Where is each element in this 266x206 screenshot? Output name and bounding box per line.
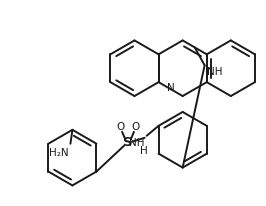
Text: O: O bbox=[132, 122, 140, 132]
Text: H: H bbox=[140, 146, 148, 156]
Text: NH: NH bbox=[207, 67, 222, 77]
Text: H₂N: H₂N bbox=[49, 148, 68, 158]
Text: S: S bbox=[123, 136, 133, 149]
Text: NH: NH bbox=[129, 138, 145, 148]
Text: N: N bbox=[167, 83, 174, 93]
Text: O: O bbox=[116, 122, 124, 132]
